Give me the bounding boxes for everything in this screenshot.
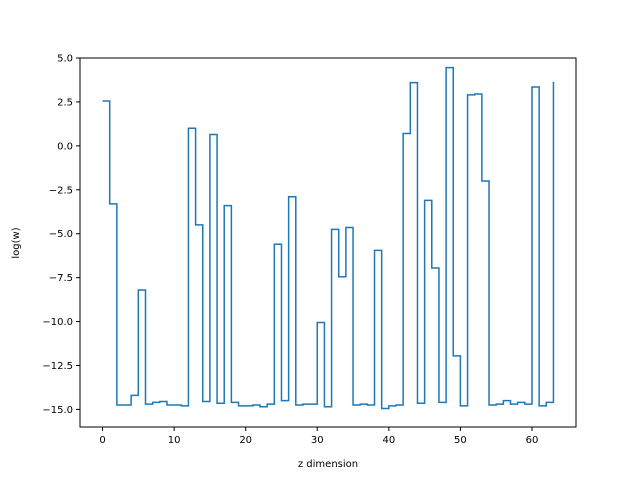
- y-tick-label: −7.5: [49, 273, 73, 284]
- y-tick-label: 2.5: [57, 97, 73, 108]
- x-tick-label: 40: [382, 435, 395, 446]
- x-tick-label: 60: [526, 435, 539, 446]
- x-axis-label: z dimension: [298, 459, 358, 470]
- x-tick-label: 10: [168, 435, 181, 446]
- axes-frame: [79, 57, 577, 428]
- y-tick-label: 0.0: [57, 141, 73, 152]
- x-axis-ticks: 0 10 20 30 40 50 60: [99, 427, 538, 446]
- y-tick-label: 5.0: [57, 54, 73, 65]
- x-tick-label: 30: [311, 435, 324, 446]
- y-axis-ticks: 5.0 2.5 0.0 −2.5 −5.0 −7.5 −10.0 −12.5 −15.0: [42, 54, 80, 416]
- x-tick-label: 50: [454, 435, 467, 446]
- y-tick-label: −15.0: [42, 405, 73, 416]
- plot-area: [102, 66, 555, 410]
- y-tick-label: −5.0: [49, 229, 73, 240]
- series-line: [102, 66, 555, 410]
- y-tick-label: −12.5: [42, 361, 73, 372]
- y-tick-label: −10.0: [42, 317, 73, 328]
- x-tick-label: 20: [239, 435, 252, 446]
- x-tick-label: 0: [99, 435, 105, 446]
- y-axis-label: log(w): [11, 227, 22, 258]
- y-tick-label: −2.5: [49, 185, 73, 196]
